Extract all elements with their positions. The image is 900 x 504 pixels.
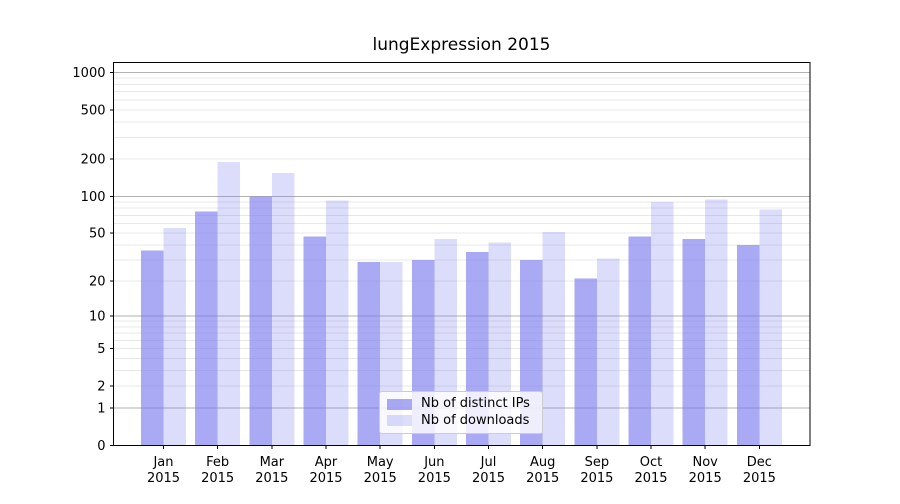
bar-downloads-aug <box>542 232 566 446</box>
x-tick-label-month: Sep <box>585 455 610 470</box>
x-tick-label-year: 2015 <box>689 471 722 486</box>
x-tick-label-month: Mar <box>260 455 285 470</box>
y-tick-label: 1 <box>97 402 105 417</box>
y-tick-label: 500 <box>81 103 106 118</box>
bar-downloads-dec <box>759 209 782 446</box>
y-tick-label: 50 <box>89 227 106 242</box>
y-tick-label: 2 <box>97 380 105 395</box>
x-tick-label-month: Jul <box>480 455 497 470</box>
x-tick-label-month: Feb <box>206 455 229 470</box>
x-tick-label-month: May <box>367 455 394 470</box>
bar-distinct-ips-jan <box>141 250 164 446</box>
bar-distinct-ips-sep <box>574 278 597 446</box>
x-tick-label-year: 2015 <box>526 471 559 486</box>
legend-swatch-downloads <box>387 415 412 427</box>
x-tick-label-month: Aug <box>530 455 555 470</box>
bar-distinct-ips-may <box>357 261 381 446</box>
bar-downloads-feb <box>217 161 241 446</box>
legend-item-distinct-ips: Nb of distinct IPs <box>387 396 534 412</box>
x-tick-label-year: 2015 <box>255 471 288 486</box>
y-tick-label: 200 <box>81 153 106 168</box>
x-tick-label-year: 2015 <box>309 471 342 486</box>
y-tick-label: 1000 <box>72 66 105 81</box>
x-tick-label-month: Oct <box>640 455 662 470</box>
bar-downloads-nov <box>705 199 728 446</box>
bar-downloads-apr <box>326 200 349 446</box>
x-tick-label-year: 2015 <box>147 471 180 486</box>
y-tick-label: 100 <box>81 190 106 205</box>
x-tick-label-month: Jun <box>423 455 444 470</box>
y-tick-label: 0 <box>97 439 105 454</box>
x-tick-label-year: 2015 <box>418 471 451 486</box>
bar-downloads-jan <box>163 228 186 446</box>
x-tick-label-year: 2015 <box>472 471 505 486</box>
x-tick-label-year: 2015 <box>364 471 397 486</box>
bar-downloads-oct <box>651 201 674 446</box>
x-tick-label-year: 2015 <box>201 471 234 486</box>
y-tick-label: 5 <box>97 342 105 357</box>
legend-label-downloads: Nb of downloads <box>421 412 530 428</box>
chart-title: lungExpression 2015 <box>372 35 551 55</box>
y-tick-label: 20 <box>89 275 106 290</box>
legend-swatch-distinct-ips <box>387 398 412 410</box>
bar-downloads-sep <box>596 258 620 446</box>
x-tick-label-month: Nov <box>693 455 719 470</box>
bar-distinct-ips-mar <box>249 196 272 446</box>
x-tick-label-year: 2015 <box>580 471 613 486</box>
bar-distinct-ips-feb <box>195 211 218 446</box>
bar-downloads-mar <box>271 172 295 446</box>
x-tick-label-month: Jan <box>152 455 173 470</box>
y-tick-label: 10 <box>89 310 106 325</box>
x-tick-label-month: Dec <box>747 455 772 470</box>
x-tick-label-month: Apr <box>315 455 338 470</box>
legend-item-downloads: Nb of downloads <box>387 413 534 429</box>
x-tick-label-year: 2015 <box>743 471 776 486</box>
legend-label-distinct-ips: Nb of distinct IPs <box>421 396 530 412</box>
bar-distinct-ips-dec <box>736 245 760 446</box>
chart-legend: Nb of distinct IPs Nb of downloads <box>379 391 543 434</box>
x-tick-label-year: 2015 <box>634 471 667 486</box>
bar-distinct-ips-apr <box>303 236 326 446</box>
plot-frame <box>113 62 811 446</box>
bar-distinct-ips-nov <box>682 238 706 446</box>
bar-distinct-ips-oct <box>628 236 651 446</box>
